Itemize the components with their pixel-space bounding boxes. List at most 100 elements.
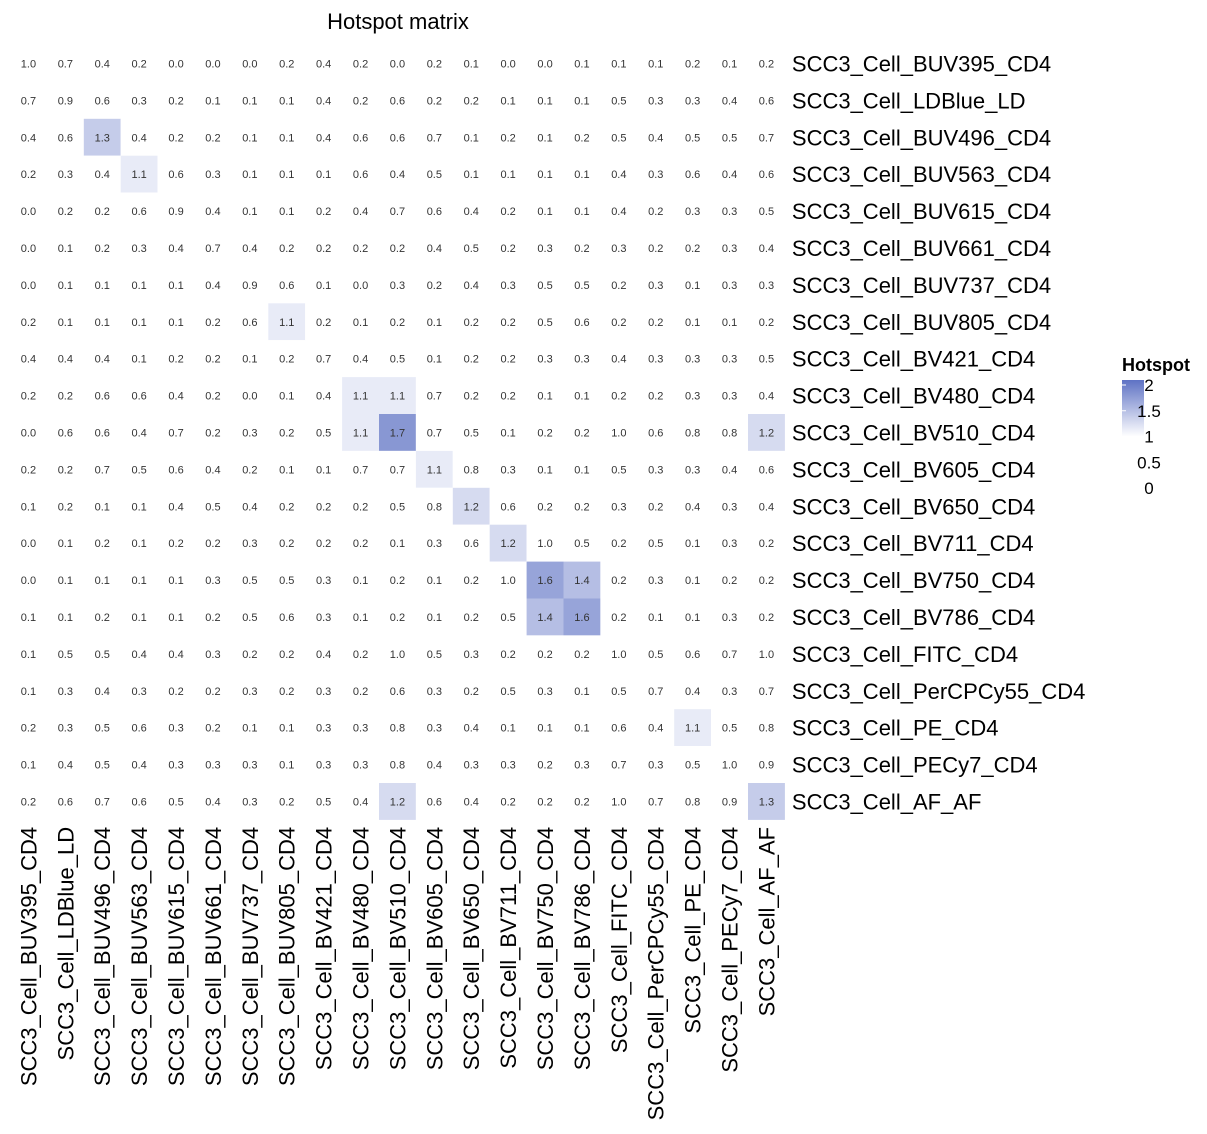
heatmap-cell <box>342 672 379 710</box>
cell-value-label: 0.2 <box>316 243 331 255</box>
heatmap-cell <box>489 192 527 230</box>
heatmap-cell <box>157 155 195 193</box>
cell-value-label: 0.1 <box>242 169 257 181</box>
heatmap-cell <box>83 303 121 341</box>
heatmap-cell <box>83 783 121 820</box>
cell-value-label: 0.1 <box>464 58 479 70</box>
cell-value-label: 0.5 <box>722 723 737 735</box>
cell-value-label: 0.3 <box>611 243 626 255</box>
heatmap-cell <box>342 303 379 341</box>
heatmap-cell <box>157 81 195 119</box>
heatmap-cell <box>600 81 638 119</box>
column-label: SCC3_Cell_BV786_CD4 <box>570 827 595 1070</box>
legend: Hotspot 2 1.5 1 0.5 0 <box>1122 355 1190 498</box>
column-label: SCC3_Cell_BUV615_CD4 <box>164 827 189 1086</box>
cell-value-label: 0.2 <box>574 243 589 255</box>
heatmap-cell <box>489 450 527 488</box>
heatmap-cell <box>194 746 232 783</box>
cell-value-label: 0.6 <box>132 391 147 403</box>
heatmap-cell <box>415 340 453 378</box>
heatmap-cell <box>194 561 232 599</box>
cell-value-label: 1.3 <box>95 132 110 144</box>
cell-value-label: 0.1 <box>353 612 368 624</box>
heatmap-cell <box>415 229 453 267</box>
cell-value-label: 0.1 <box>58 243 73 255</box>
cell-value-label: 0.3 <box>685 391 700 403</box>
cell-value-label: 0.4 <box>759 501 774 513</box>
heatmap-cell <box>600 487 638 525</box>
heatmap-cell <box>637 524 675 562</box>
heatmap-cell <box>305 746 343 783</box>
heatmap-cell <box>305 487 343 525</box>
heatmap-cell <box>120 414 158 451</box>
cell-value-label: 0.8 <box>722 427 737 439</box>
heatmap-cell <box>526 155 564 193</box>
heatmap-cell <box>600 598 638 636</box>
column-label: SCC3_Cell_FITC_CD4 <box>607 827 632 1053</box>
heatmap-cell <box>748 192 785 230</box>
heatmap-cell <box>268 81 306 119</box>
heatmap-cell <box>526 229 564 267</box>
cell-value-label: 0.5 <box>390 354 405 366</box>
heatmap-cell <box>83 746 121 783</box>
row-label: SCC3_Cell_BV605_CD4 <box>792 457 1035 482</box>
heatmap-cell <box>637 266 675 304</box>
cell-value-label: 0.2 <box>95 612 110 624</box>
heatmap-cell <box>489 746 527 783</box>
heatmap-cell <box>83 266 121 304</box>
cell-value-label: 0.3 <box>464 649 479 661</box>
cell-value-label: 0.4 <box>353 354 368 366</box>
cell-value-label: 0.6 <box>759 95 774 107</box>
cell-value-label: 0.4 <box>242 243 257 255</box>
heatmap-cell <box>379 303 416 341</box>
cell-value-label: 1.1 <box>390 391 405 403</box>
heatmap-cell <box>489 266 527 304</box>
cell-value-label: 0.1 <box>95 501 110 513</box>
heatmap-cell <box>46 672 84 710</box>
heatmap-cell <box>231 746 269 783</box>
heatmap-cell <box>83 672 121 710</box>
heatmap-cell <box>600 155 638 193</box>
cell-value-label: 0.6 <box>132 723 147 735</box>
heatmap-cell <box>526 709 564 747</box>
row-label: SCC3_Cell_LDBlue_LD <box>792 88 1026 113</box>
heatmap-cell <box>711 672 748 710</box>
cell-value-label: 0.0 <box>353 280 368 292</box>
cell-value-label: 0.5 <box>132 464 147 476</box>
heatmap-cell <box>157 266 195 304</box>
heatmap-cell <box>379 229 416 267</box>
cell-value-label: 0.5 <box>537 280 552 292</box>
heatmap-cell <box>452 192 490 230</box>
cell-value-label: 0.1 <box>95 280 110 292</box>
cell-value-label: 0.2 <box>464 95 479 107</box>
heatmap-cell <box>157 709 195 747</box>
cell-value-label: 0.2 <box>759 612 774 624</box>
cell-value-label: 0.1 <box>279 464 294 476</box>
heatmap-cell <box>415 561 453 599</box>
cell-value-label: 0.3 <box>58 169 73 181</box>
cell-value-label: 0.1 <box>427 612 442 624</box>
cell-value-label: 0.0 <box>21 243 36 255</box>
cell-value-label: 1.1 <box>279 317 294 329</box>
cell-value-label: 1.0 <box>501 575 516 587</box>
cell-value-label: 1.2 <box>501 538 516 550</box>
cell-value-label: 0.2 <box>21 464 36 476</box>
heatmap-cell <box>748 414 785 451</box>
heatmap-cell <box>526 746 564 783</box>
heatmap-cell <box>711 450 748 488</box>
cell-value-label: 0.6 <box>574 317 589 329</box>
cell-value-label: 0.2 <box>574 796 589 808</box>
row-label: SCC3_Cell_BUV615_CD4 <box>792 199 1051 224</box>
heatmap-cell <box>157 746 195 783</box>
heatmap-cell <box>10 598 47 636</box>
cell-value-label: 1.4 <box>574 575 589 587</box>
heatmap-cell <box>120 450 158 488</box>
cell-value-label: 0.2 <box>574 132 589 144</box>
cell-value-label: 0.2 <box>648 243 663 255</box>
cell-value-label: 0.2 <box>205 354 220 366</box>
heatmap-cell <box>231 709 269 747</box>
heatmap-cell <box>711 81 748 119</box>
cell-value-label: 0.1 <box>21 649 36 661</box>
cell-value-label: 0.3 <box>242 538 257 550</box>
